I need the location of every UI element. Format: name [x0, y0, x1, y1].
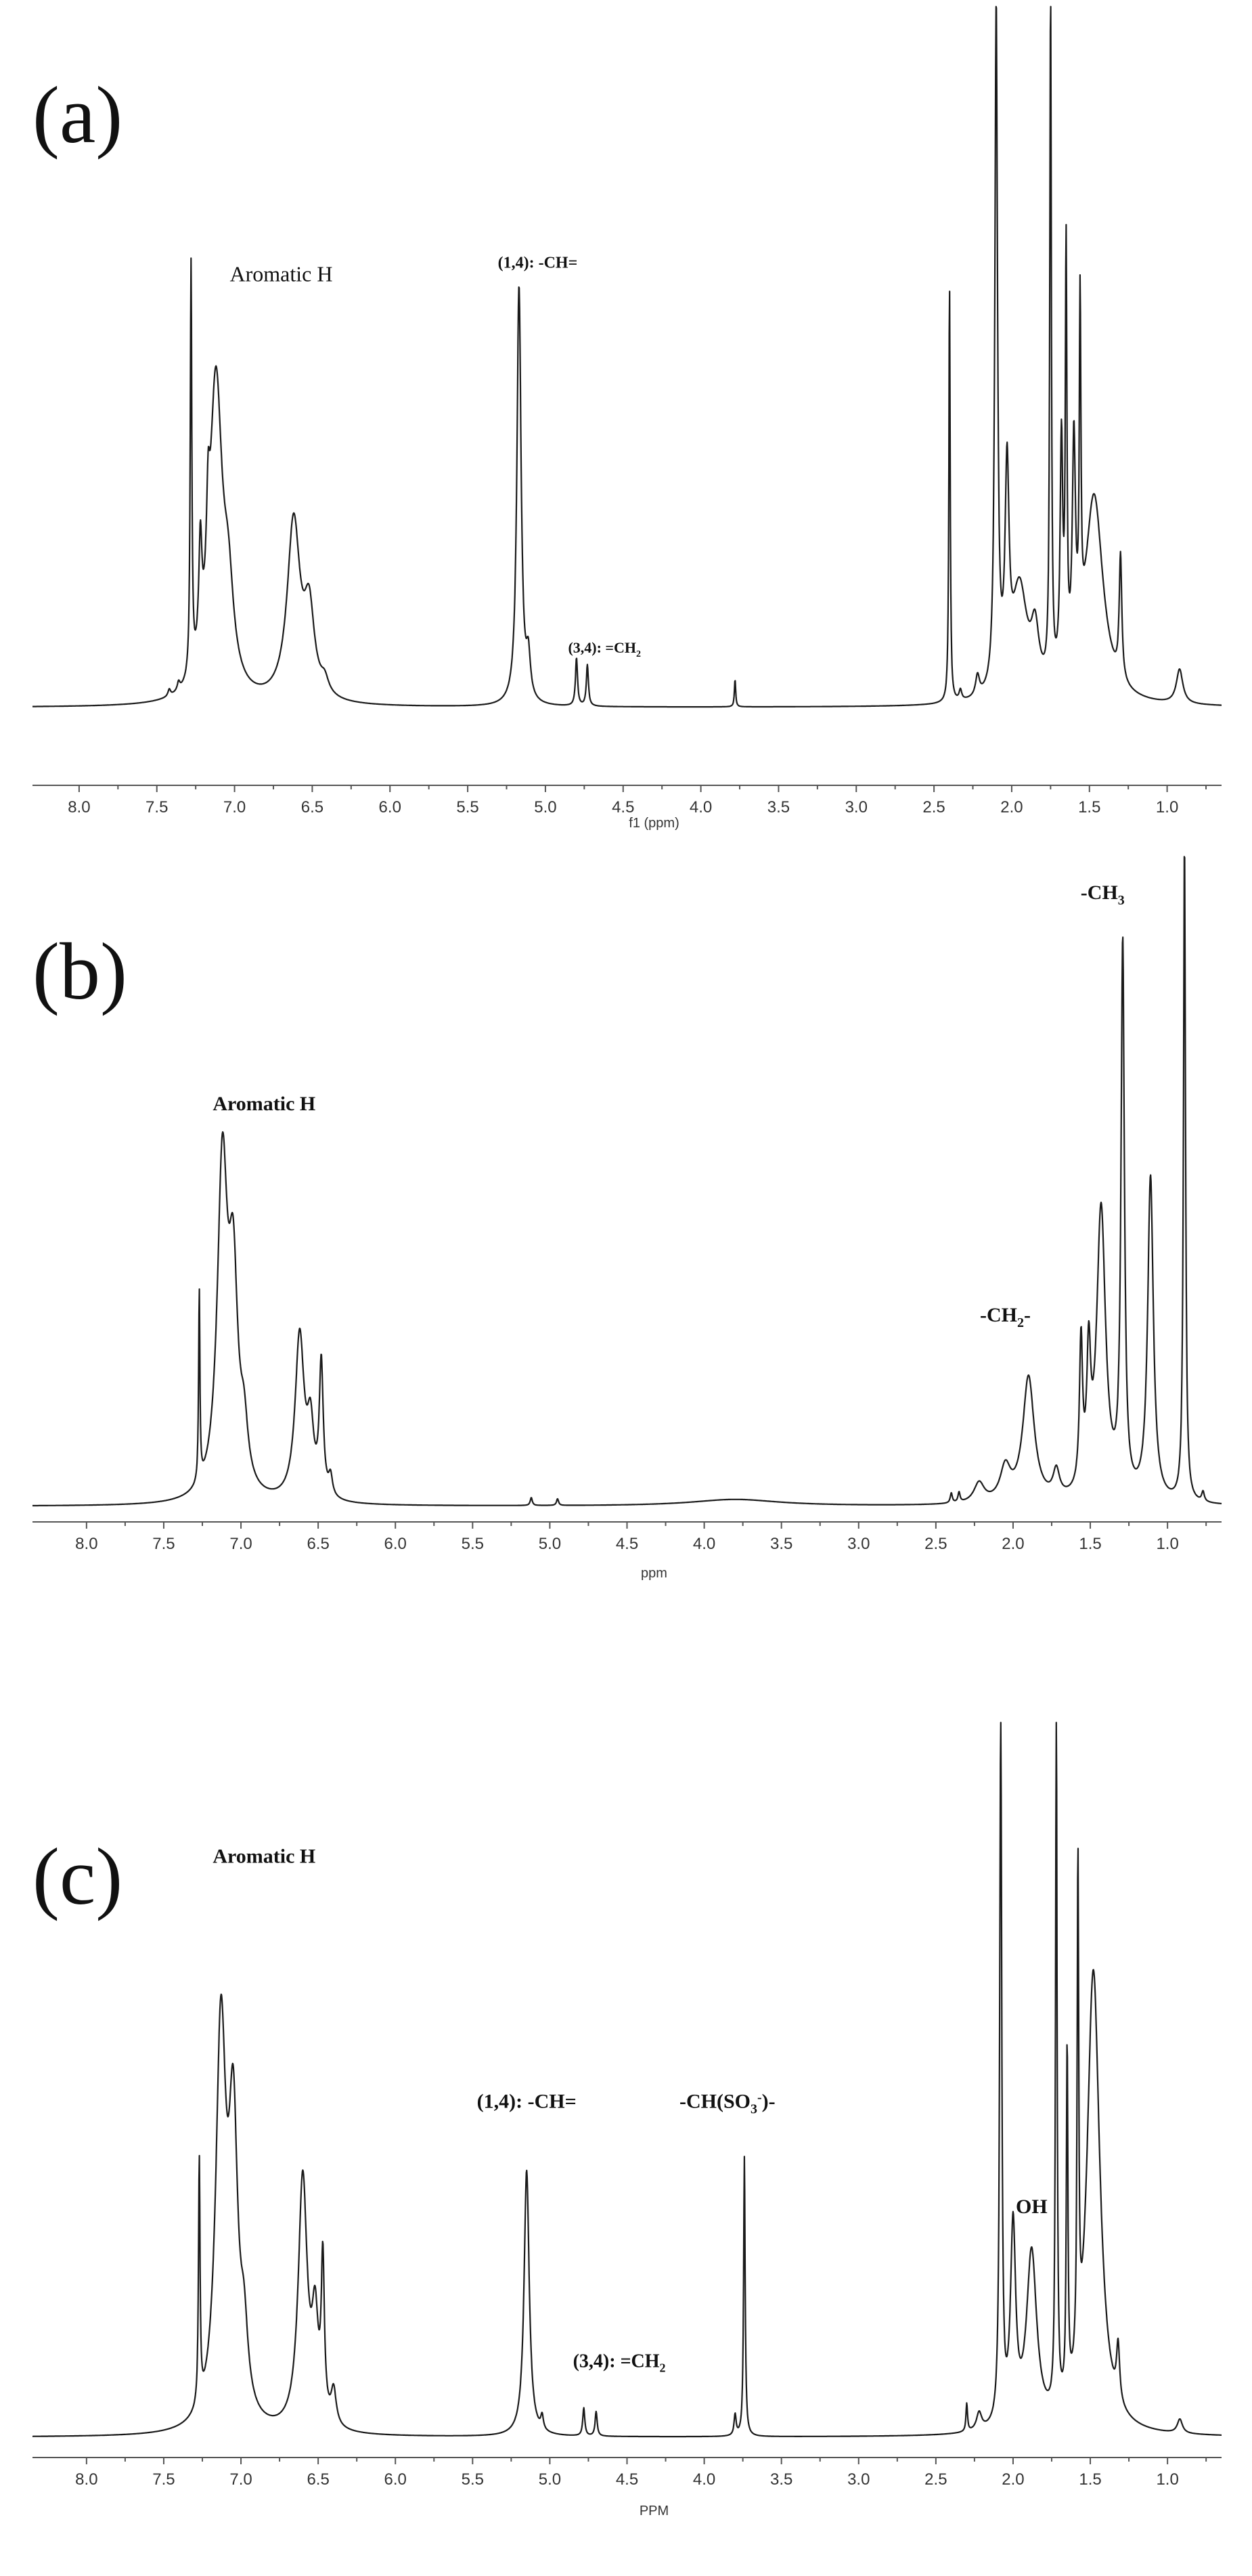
- peak-annotation: (1,4): -CH=: [498, 254, 578, 271]
- x-tick-label: 1.5: [1079, 2470, 1101, 2489]
- peak-annotation: Aromatic H: [213, 1845, 315, 1867]
- panel-label: (c): [32, 1831, 122, 1921]
- x-tick-label: 5.0: [539, 1535, 561, 1553]
- spectrum-line: [32, 1722, 1222, 2438]
- x-tick-label: 8.0: [68, 798, 90, 816]
- x-tick-label: 3.5: [767, 798, 790, 816]
- x-tick-label: 3.5: [770, 1535, 792, 1553]
- peak-annotation: (3,4): =CH2: [568, 639, 641, 659]
- peak-annotation: OH: [1016, 2196, 1048, 2218]
- x-tick-label: 8.0: [75, 2470, 97, 2489]
- x-tick-label: 6.0: [384, 2470, 407, 2489]
- x-tick-label: 3.0: [847, 2470, 870, 2489]
- peak-annotation: -CH(SO3-)-: [679, 2091, 776, 2117]
- x-tick-label: 2.0: [1000, 798, 1023, 816]
- x-tick-label: 1.5: [1078, 798, 1100, 816]
- x-tick-label: 5.5: [462, 2470, 484, 2489]
- peak-annotation: -CH2-: [980, 1304, 1031, 1330]
- peak-annotation: (1,4): -CH=: [477, 2091, 577, 2113]
- x-tick-label: 7.5: [152, 1535, 175, 1553]
- x-tick-label: 2.5: [924, 1535, 947, 1553]
- x-tick-label: 4.0: [690, 798, 712, 816]
- x-tick-label: 6.5: [307, 2470, 329, 2489]
- x-tick-label: 6.5: [301, 798, 323, 816]
- peak-annotation: Aromatic H: [230, 262, 333, 286]
- x-axis-label: PPM: [640, 2504, 669, 2518]
- x-tick-label: 2.5: [922, 798, 945, 816]
- x-tick-label: 3.0: [847, 1535, 870, 1553]
- spectrum-line: [32, 5, 1222, 708]
- peak-annotation: (3,4): =CH2: [573, 2351, 666, 2375]
- x-tick-label: 2.5: [924, 2470, 947, 2489]
- x-tick-label: 4.0: [693, 1535, 715, 1553]
- spectrum-panel-1: 8.0 7.5 7.0 6.5 6.0 5.5 5.0 4.5 4.0 3.5 3.0 2.5 2.0 1…: [32, 5, 1222, 831]
- x-tick-label: 7.0: [229, 2470, 252, 2489]
- panel-label: (b): [32, 926, 127, 1016]
- x-axis-label: f1 (ppm): [629, 816, 679, 831]
- spectrum-panel-3: 8.0 7.5 7.0 6.5 6.0 5.5 5.0 4.5 4.0 3.5 3.0 2.5 2.0 1…: [32, 1722, 1222, 2518]
- peak-annotation: -CH3: [1081, 881, 1125, 908]
- x-tick-label: 5.5: [456, 798, 478, 816]
- x-tick-label: 1.5: [1079, 1535, 1101, 1553]
- x-tick-label: 5.0: [539, 2470, 561, 2489]
- x-tick-label: 6.0: [379, 798, 401, 816]
- x-tick-label: 2.0: [1002, 2470, 1024, 2489]
- x-axis-label: ppm: [641, 1566, 667, 1581]
- x-tick-label: 1.0: [1156, 798, 1178, 816]
- x-tick-label: 4.5: [616, 1535, 638, 1553]
- spectrum-line: [32, 856, 1222, 1507]
- x-tick-label: 4.0: [693, 2470, 715, 2489]
- x-tick-label: 6.0: [384, 1535, 407, 1553]
- peak-annotation: Aromatic H: [213, 1093, 315, 1115]
- x-tick-label: 2.0: [1002, 1535, 1024, 1553]
- x-tick-label: 7.0: [229, 1535, 252, 1553]
- x-tick-label: 3.0: [845, 798, 868, 816]
- x-tick-label: 7.0: [223, 798, 246, 816]
- x-tick-label: 1.0: [1156, 2470, 1178, 2489]
- x-tick-label: 4.5: [616, 2470, 638, 2489]
- x-tick-label: 1.0: [1156, 1535, 1178, 1553]
- x-tick-label: 7.5: [152, 2470, 175, 2489]
- x-tick-label: 5.5: [462, 1535, 484, 1553]
- x-tick-label: 4.5: [612, 798, 634, 816]
- x-tick-label: 7.5: [146, 798, 168, 816]
- x-tick-label: 8.0: [75, 1535, 97, 1553]
- x-tick-label: 5.0: [534, 798, 556, 816]
- x-tick-label: 3.5: [770, 2470, 792, 2489]
- x-tick-label: 6.5: [307, 1535, 329, 1553]
- spectrum-panel-2: 8.0 7.5 7.0 6.5 6.0 5.5 5.0 4.5 4.0 3.5 3.0 2.5 2.0 1…: [32, 856, 1222, 1581]
- panel-label: (a): [32, 70, 122, 160]
